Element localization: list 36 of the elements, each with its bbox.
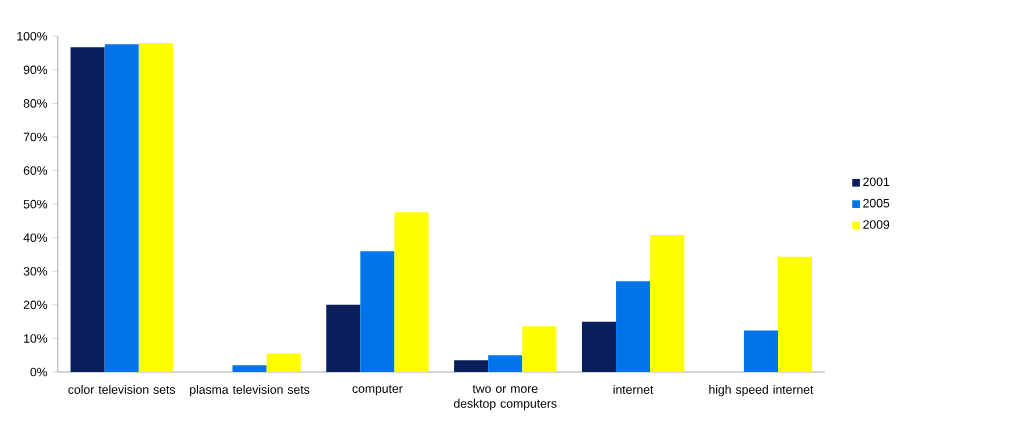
x-tick-label: high speed internet <box>709 384 814 397</box>
bar <box>743 330 779 372</box>
x-tick-label: internet <box>613 384 654 394</box>
legend-label: 2005 <box>863 198 890 208</box>
y-tick-label: 60% <box>23 166 48 175</box>
x-tick-label: color television sets <box>68 384 176 394</box>
bar <box>70 47 105 372</box>
y-tick-label: 50% <box>23 199 48 209</box>
bar <box>581 321 617 372</box>
y-tick-label: 40% <box>23 233 48 242</box>
y-tick-label: 30% <box>23 266 48 276</box>
y-tick-label: 90% <box>23 65 48 75</box>
x-tick-label: two or more desktop computers <box>453 384 557 411</box>
bar <box>522 326 557 372</box>
y-tick-label: 100% <box>17 31 48 41</box>
y-tick-label: 0% <box>30 367 48 377</box>
bar <box>232 365 267 372</box>
x-tick-label: plasma television sets <box>190 384 310 397</box>
y-tick-label: 70% <box>23 132 48 142</box>
bar <box>488 355 523 372</box>
y-tick-label: 80% <box>23 99 48 108</box>
bar <box>454 360 489 372</box>
bar <box>777 256 813 372</box>
x-tick-label: computer <box>352 384 403 396</box>
bar <box>326 304 361 372</box>
bar <box>616 281 651 372</box>
legend-label: 2001 <box>863 177 890 187</box>
bar <box>138 42 173 372</box>
bar <box>360 251 395 372</box>
y-tick-label: 10% <box>24 334 48 343</box>
bar <box>266 353 301 372</box>
bar <box>104 44 139 372</box>
bar <box>650 234 685 372</box>
y-tick-label: 20% <box>23 300 48 310</box>
legend-label: 2009 <box>863 220 890 229</box>
bar <box>394 212 429 372</box>
